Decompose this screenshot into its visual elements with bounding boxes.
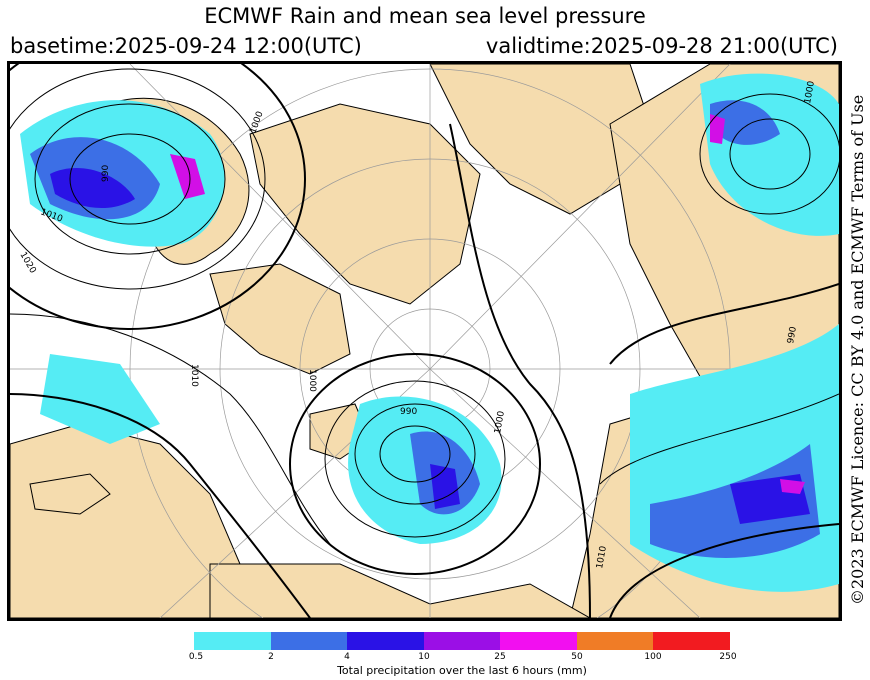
legend-tick-4: 10 bbox=[418, 652, 430, 662]
precip-east-band-magenta bbox=[780, 479, 805, 494]
legend-tick-7: 100 bbox=[644, 652, 662, 662]
precip-west-band bbox=[40, 354, 160, 444]
validtime-label: validtime:2025-09-28 21:00(UTC) bbox=[485, 34, 838, 58]
legend-swatch-6 bbox=[577, 632, 653, 650]
precip-legend bbox=[194, 632, 730, 650]
isobar-label-7: 990 bbox=[400, 407, 417, 417]
land-russia-north bbox=[209, 563, 592, 618]
land-alaska-north bbox=[429, 64, 651, 215]
legend-swatch-1 bbox=[194, 632, 271, 650]
isobar-label-6: 1000 bbox=[307, 369, 317, 392]
legend-tick-3: 4 bbox=[344, 652, 350, 662]
isobar-label-10: 990 bbox=[786, 326, 799, 345]
chart-title: ECMWF Rain and mean sea level pressure bbox=[204, 4, 646, 28]
legend-swatch-7 bbox=[653, 632, 730, 650]
isobar-label-4: 990 bbox=[101, 165, 111, 182]
legend-tick-1: 0.5 bbox=[188, 652, 204, 662]
isobar-label-8: 1000 bbox=[493, 410, 507, 435]
isobar-layer bbox=[10, 64, 839, 618]
legend-swatch-2 bbox=[271, 632, 347, 650]
licence-text: ©2023 ECMWF Licence: CC BY 4.0 and ECMWF… bbox=[848, 94, 867, 605]
basetime-label: basetime:2025-09-24 12:00(UTC) bbox=[10, 34, 362, 58]
land-canadian-archipelago bbox=[249, 103, 481, 305]
legend-swatch-3 bbox=[347, 632, 424, 650]
legend-label: Total precipitation over the last 6 hour… bbox=[337, 664, 587, 677]
legend-tick-8: 250 bbox=[719, 652, 737, 662]
legend-tick-2: 2 bbox=[268, 652, 274, 662]
isobar-label-5: 1010 bbox=[189, 364, 199, 387]
precip-greenland-magenta bbox=[170, 154, 205, 199]
isobar-label-11: 1000 bbox=[803, 80, 817, 105]
isobar-label-9: 1010 bbox=[595, 545, 609, 570]
legend-tick-6: 50 bbox=[571, 652, 583, 662]
precip-greenland-low-heavy bbox=[50, 168, 135, 209]
map-canvas: 1000 1010 1020 990 1010 1000 990 1000 10… bbox=[10, 64, 839, 618]
precip-east-alaska-core bbox=[710, 100, 780, 145]
land-iceland bbox=[29, 473, 111, 515]
map-frame: 1000 1010 1020 990 1010 1000 990 1000 10… bbox=[7, 61, 842, 621]
legend-tick-5: 25 bbox=[494, 652, 506, 662]
legend-swatch-4 bbox=[424, 632, 500, 650]
precip-east-alaska-magenta bbox=[710, 114, 725, 144]
legend-swatch-5 bbox=[500, 632, 577, 650]
